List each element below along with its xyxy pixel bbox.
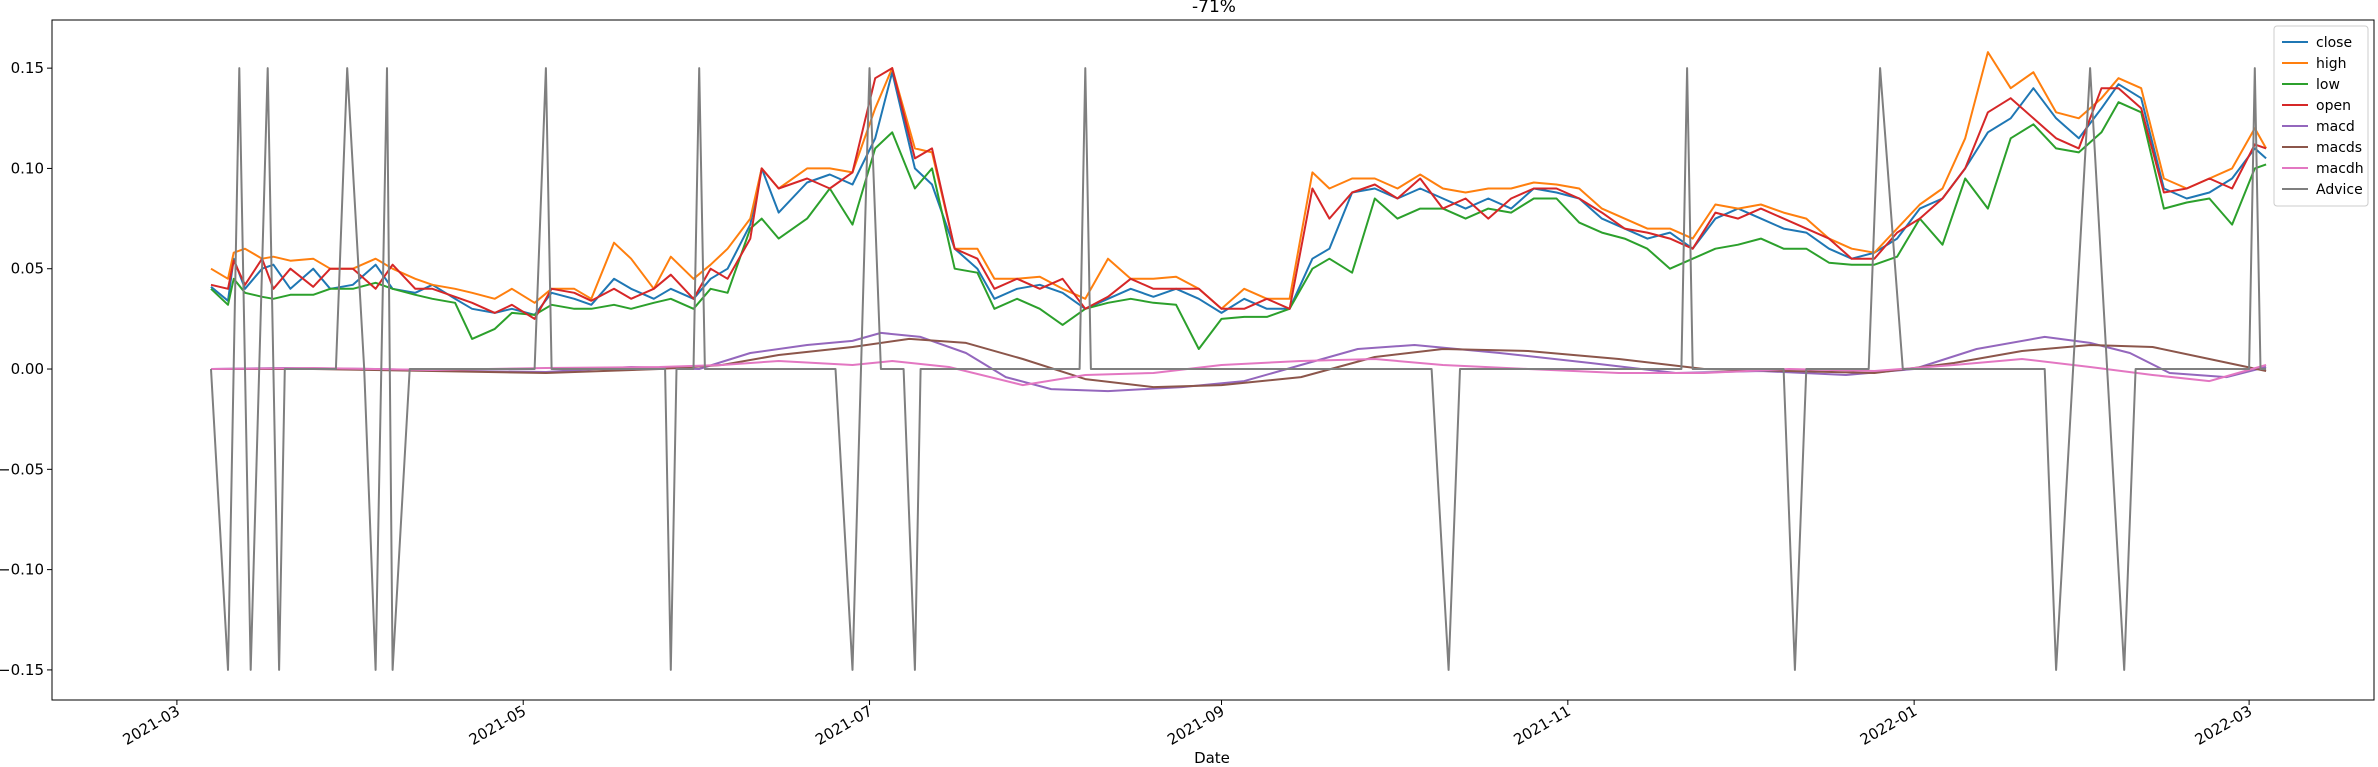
series-line-low — [210, 101, 2267, 350]
y-tick-label: 0.00 — [11, 360, 44, 378]
series-line-open — [210, 67, 2267, 320]
plot-frame — [51, 19, 2375, 701]
chart-title: -71% — [1192, 0, 1236, 17]
legend-label-macd: macd — [2316, 119, 2355, 135]
y-tick-label: 0.05 — [11, 260, 44, 278]
legend-label-low: low — [2316, 77, 2340, 93]
legend-label-macdh: macdh — [2316, 161, 2364, 177]
legend-label-advice: Advice — [2316, 182, 2363, 198]
x-tick-label: 2022-01 — [1857, 702, 1920, 749]
y-tick-label: −0.10 — [0, 561, 44, 579]
x-tick-label: 2021-09 — [1164, 702, 1227, 749]
legend-label-close: close — [2316, 35, 2352, 51]
y-axis: 0.15 0.10 0.05 0.00 −0.05 −0.10 −0.15 — [0, 59, 52, 679]
y-tick-label: −0.15 — [0, 661, 44, 679]
series-line-advice — [210, 67, 2267, 671]
x-tick-label: 2021-07 — [812, 702, 875, 749]
x-tick-label: 2021-03 — [120, 702, 183, 749]
series-line-high — [210, 51, 2267, 310]
legend: close high low open macd macds macdh Advice — [2273, 25, 2369, 207]
series-line-macdh — [210, 358, 2267, 387]
series-layer — [210, 51, 2267, 671]
series-line-close — [210, 71, 2267, 316]
legend-label-high: high — [2316, 56, 2347, 72]
x-tick-label: 2021-05 — [466, 702, 529, 749]
x-tick-label: 2021-11 — [1511, 702, 1574, 749]
y-tick-label: −0.05 — [0, 460, 44, 478]
series-line-macds — [211, 337, 2267, 389]
legend-label-open: open — [2316, 98, 2351, 114]
legend-label-macds: macds — [2316, 140, 2362, 156]
x-tick-label: 2022-03 — [2192, 702, 2255, 749]
x-axis-label: Date — [1194, 749, 1230, 767]
y-tick-label: 0.15 — [11, 59, 44, 77]
legend-box — [2273, 25, 2369, 207]
x-axis: 2021-03 2021-05 2021-07 2021-09 2021-11 2022-… — [120, 700, 2255, 749]
y-tick-label: 0.10 — [11, 159, 44, 177]
